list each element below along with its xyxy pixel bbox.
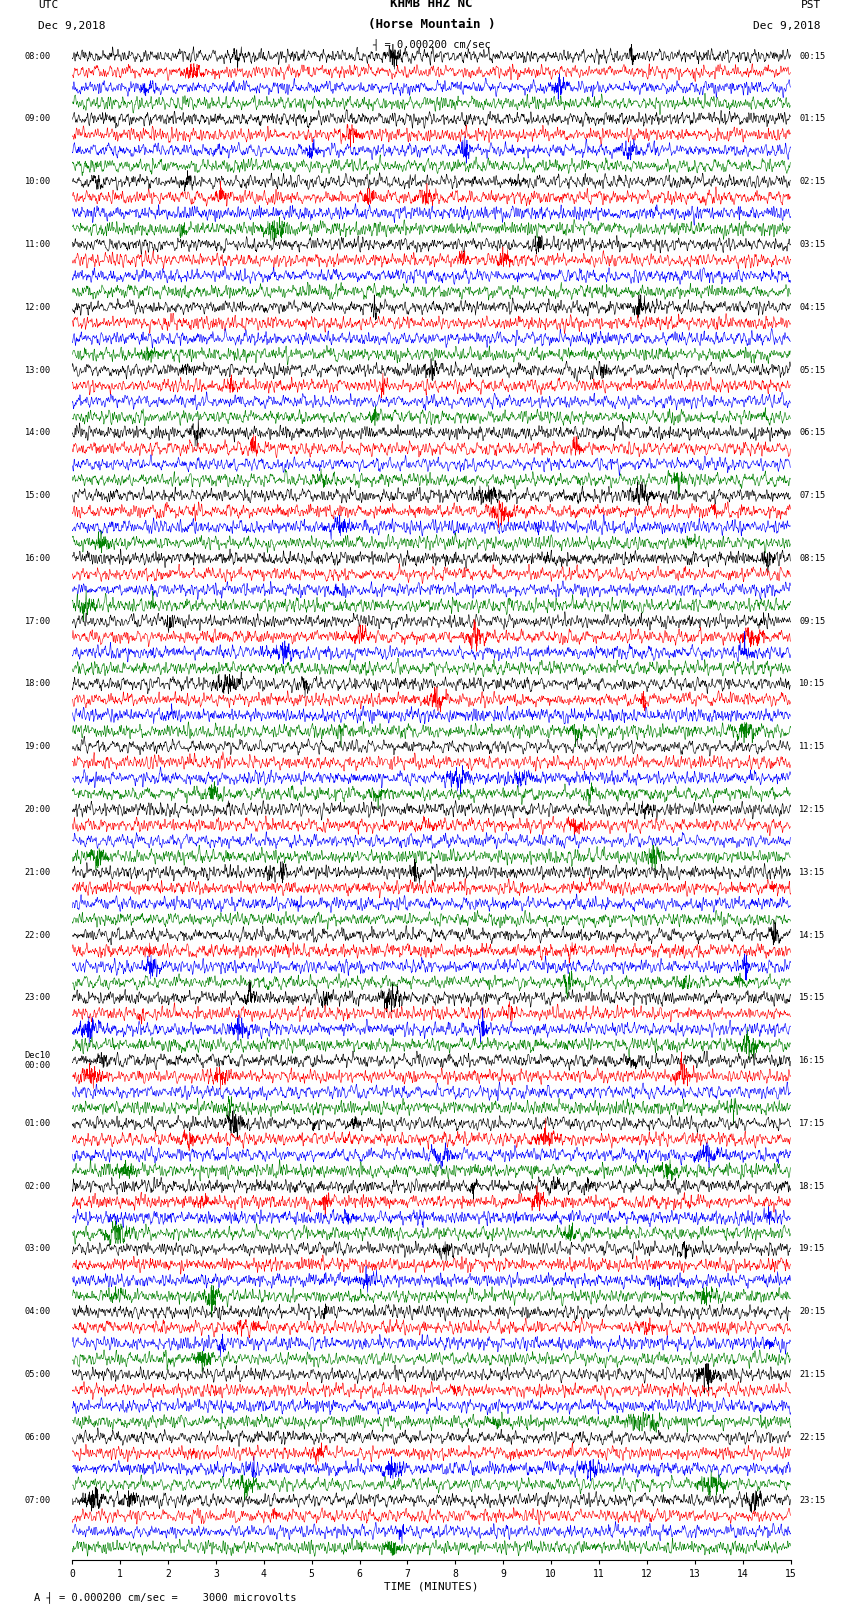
Text: (Horse Mountain ): (Horse Mountain )	[367, 18, 495, 31]
Text: 14:15: 14:15	[799, 931, 825, 940]
Text: 02:15: 02:15	[799, 177, 825, 185]
Text: 18:15: 18:15	[799, 1182, 825, 1190]
Text: Dec 9,2018: Dec 9,2018	[37, 21, 105, 31]
Text: Dec10
00:00: Dec10 00:00	[25, 1052, 51, 1071]
Text: UTC: UTC	[37, 0, 58, 10]
Text: 15:00: 15:00	[25, 490, 51, 500]
Text: 06:15: 06:15	[799, 429, 825, 437]
Text: 09:00: 09:00	[25, 115, 51, 123]
Text: KHMB HHZ NC: KHMB HHZ NC	[390, 0, 473, 10]
Text: 08:15: 08:15	[799, 553, 825, 563]
Text: 03:00: 03:00	[25, 1245, 51, 1253]
Text: 09:15: 09:15	[799, 616, 825, 626]
Text: Dec 9,2018: Dec 9,2018	[753, 21, 820, 31]
Text: 22:15: 22:15	[799, 1432, 825, 1442]
Text: 04:00: 04:00	[25, 1307, 51, 1316]
Text: 03:15: 03:15	[799, 240, 825, 248]
Text: 01:15: 01:15	[799, 115, 825, 123]
Text: 15:15: 15:15	[799, 994, 825, 1002]
Text: 02:00: 02:00	[25, 1182, 51, 1190]
Text: 19:15: 19:15	[799, 1245, 825, 1253]
Text: 05:00: 05:00	[25, 1369, 51, 1379]
Text: 17:15: 17:15	[799, 1119, 825, 1127]
Text: 01:00: 01:00	[25, 1119, 51, 1127]
Text: A ┤ = 0.000200 cm/sec =    3000 microvolts: A ┤ = 0.000200 cm/sec = 3000 microvolts	[34, 1592, 297, 1603]
Text: 08:00: 08:00	[25, 52, 51, 61]
Text: 21:15: 21:15	[799, 1369, 825, 1379]
Text: 13:15: 13:15	[799, 868, 825, 877]
Text: 05:15: 05:15	[799, 366, 825, 374]
Text: 20:00: 20:00	[25, 805, 51, 815]
Text: 12:15: 12:15	[799, 805, 825, 815]
Text: 20:15: 20:15	[799, 1307, 825, 1316]
Text: 07:00: 07:00	[25, 1495, 51, 1505]
Text: 11:00: 11:00	[25, 240, 51, 248]
Text: 18:00: 18:00	[25, 679, 51, 689]
Text: 16:15: 16:15	[799, 1057, 825, 1065]
Text: 11:15: 11:15	[799, 742, 825, 752]
Text: PST: PST	[801, 0, 820, 10]
Text: 07:15: 07:15	[799, 490, 825, 500]
X-axis label: TIME (MINUTES): TIME (MINUTES)	[384, 1582, 479, 1592]
Text: 23:00: 23:00	[25, 994, 51, 1002]
Text: 17:00: 17:00	[25, 616, 51, 626]
Text: 00:15: 00:15	[799, 52, 825, 61]
Text: 21:00: 21:00	[25, 868, 51, 877]
Text: 16:00: 16:00	[25, 553, 51, 563]
Text: 19:00: 19:00	[25, 742, 51, 752]
Text: 10:15: 10:15	[799, 679, 825, 689]
Text: 04:15: 04:15	[799, 303, 825, 311]
Text: 22:00: 22:00	[25, 931, 51, 940]
Text: 10:00: 10:00	[25, 177, 51, 185]
Text: ┤ = 0.000200 cm/sec: ┤ = 0.000200 cm/sec	[372, 37, 490, 50]
Text: 14:00: 14:00	[25, 429, 51, 437]
Text: 12:00: 12:00	[25, 303, 51, 311]
Text: 23:15: 23:15	[799, 1495, 825, 1505]
Text: 13:00: 13:00	[25, 366, 51, 374]
Text: 06:00: 06:00	[25, 1432, 51, 1442]
